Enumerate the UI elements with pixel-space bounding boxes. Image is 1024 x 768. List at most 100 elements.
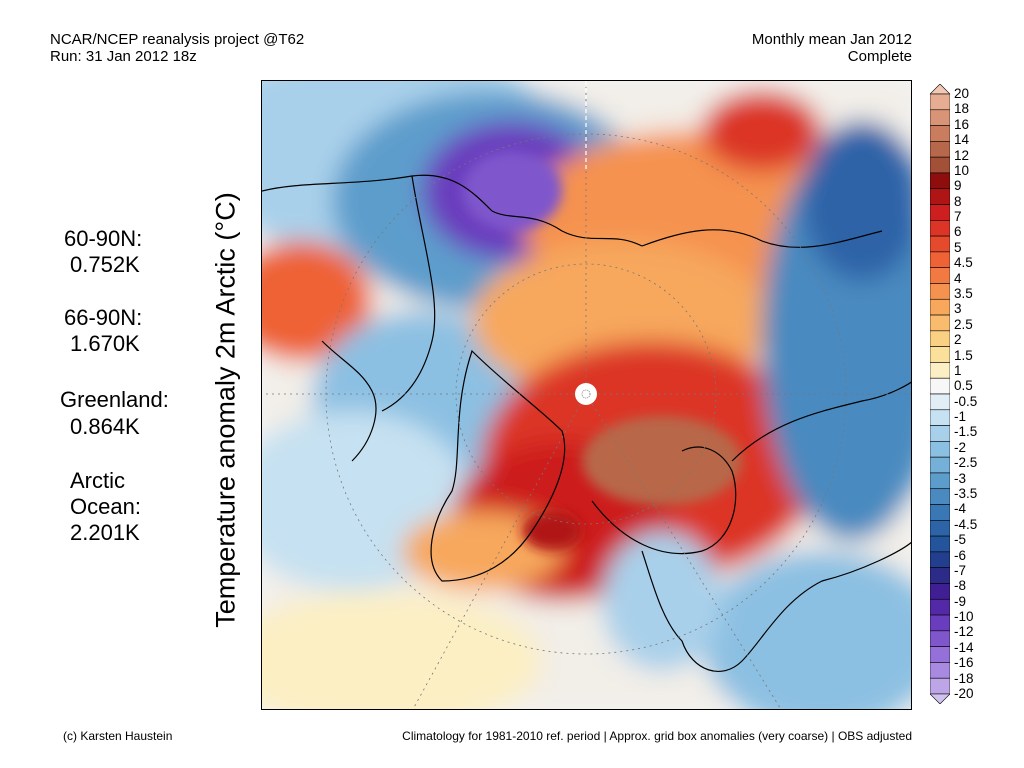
colorbar-band — [930, 235, 950, 253]
colorbar-band — [930, 314, 950, 332]
colorbar-band — [930, 125, 950, 142]
colorbar-band — [930, 93, 950, 111]
colorbar-tick-label: -3.5 — [954, 486, 978, 501]
y-axis-title: Temperature anomaly 2m Arctic (°C) — [210, 192, 241, 628]
colorbar-band — [930, 630, 950, 647]
colorbar-band — [930, 520, 950, 537]
coastlines — [262, 174, 911, 672]
colorbar-tick-label: 1.5 — [954, 347, 973, 363]
colorbar-band — [930, 267, 950, 284]
colorbar-tick-label: -4 — [954, 501, 967, 517]
colorbar-tick-label: -10 — [954, 609, 974, 625]
colorbar-band — [930, 204, 950, 221]
colorbar-band — [930, 425, 950, 442]
colorbar-top-arrow — [930, 84, 950, 95]
colorbar-tick-label: -7 — [954, 562, 967, 578]
colorbar-tick-label: -20 — [954, 686, 974, 701]
colorbar-band — [930, 567, 950, 584]
colorbar-band — [930, 614, 950, 632]
colorbar-tick-label: 9 — [954, 178, 962, 194]
colorbar-band — [930, 472, 950, 490]
colorbar-band — [930, 188, 950, 205]
colorbar-band — [930, 141, 950, 158]
stat-region-arctic-ocean: Arctic Ocean: — [70, 468, 141, 519]
colorbar-band — [930, 156, 950, 174]
colorbar-tick-label: 6 — [954, 224, 962, 240]
north-pole-marker — [575, 383, 597, 405]
colorbar-tick-label: 3 — [954, 301, 962, 317]
colorbar-band — [930, 251, 950, 268]
colorbar-band — [930, 409, 950, 426]
colorbar-band — [930, 488, 950, 505]
colorbar — [930, 84, 950, 704]
colorbar-tick-label: 20 — [954, 86, 970, 101]
colorbar-tick-label: -5 — [954, 532, 967, 548]
credit: (c) Karsten Haustein — [63, 729, 173, 743]
period-label: Monthly mean Jan 2012 — [751, 31, 912, 48]
colorbar-tick-label: -1.5 — [954, 424, 978, 440]
colorbar-band — [930, 330, 950, 347]
run-time: Run: 31 Jan 2012 18z — [50, 48, 197, 65]
colorbar-band — [930, 598, 950, 616]
colorbar-tick-label: 1 — [954, 362, 962, 378]
colorbar-band — [930, 456, 950, 474]
stat-value-greenland: 0.864K — [70, 414, 140, 439]
colorbar-tick-label: 8 — [954, 193, 962, 209]
colorbar-tick-label: -4.5 — [954, 516, 978, 532]
status-label: Complete — [847, 48, 912, 65]
colorbar-tick-label: 0.5 — [954, 378, 973, 394]
colorbar-band — [930, 377, 950, 395]
colorbar-tick-label: -2 — [954, 439, 967, 455]
colorbar-tick-label: 18 — [954, 101, 970, 117]
colorbar-tick-label: -12 — [954, 624, 974, 640]
colorbar-tick-label: -3 — [954, 470, 967, 486]
colorbar-band — [930, 109, 950, 126]
colorbar-tick-label: 3.5 — [954, 286, 973, 301]
colorbar-band — [930, 535, 950, 553]
colorbar-band — [930, 172, 950, 190]
colorbar-tick-label: 4.5 — [954, 255, 973, 271]
colorbar-tick-label: -1 — [954, 409, 967, 425]
colorbar-band — [930, 677, 950, 695]
colorbar-tick-label: 4 — [954, 270, 962, 286]
colorbar-band — [930, 393, 950, 411]
anomaly-field — [262, 81, 911, 709]
colorbar-tick-label: 2.5 — [954, 316, 973, 332]
colorbar-tick-label: 14 — [954, 132, 970, 148]
colorbar-tick-label: 10 — [954, 162, 970, 178]
colorbar-tick-label: -9 — [954, 593, 967, 609]
stat-region-60-90n: 60-90N: — [64, 226, 143, 251]
colorbar-band — [930, 346, 950, 363]
colorbar-tick-label: 7 — [954, 209, 962, 225]
colorbar-tick-label: -14 — [954, 639, 974, 655]
colorbar-band — [930, 362, 950, 379]
stat-value-66-90n: 1.670K — [70, 331, 140, 356]
colorbar-band — [930, 504, 950, 521]
colorbar-tick-label: 16 — [954, 116, 970, 132]
colorbar-band — [930, 441, 950, 458]
colorbar-band — [930, 662, 950, 679]
colorbar-tick-label: -2.5 — [954, 455, 978, 471]
colorbar-tick-label: 12 — [954, 147, 970, 163]
colorbar-band — [930, 298, 950, 316]
colorbar-tick-label: -18 — [954, 670, 974, 686]
colorbar-tick-label: 5 — [954, 239, 962, 255]
data-source: NCAR/NCEP reanalysis project @T62 — [50, 31, 305, 48]
colorbar-bottom-arrow — [930, 693, 950, 704]
stat-region-greenland: Greenland: — [60, 387, 169, 412]
stat-region-66-90n: 66-90N: — [64, 305, 143, 330]
colorbar-tick-label: -8 — [954, 578, 967, 594]
colorbar-band — [930, 283, 950, 300]
colorbar-band — [930, 646, 950, 663]
stat-value-60-90n: 0.752K — [70, 252, 140, 277]
colorbar-tick-label: -0.5 — [954, 393, 978, 409]
colorbar-tick-label: -6 — [954, 547, 967, 563]
colorbar-tick-label: -16 — [954, 655, 974, 671]
footer-note: Climatology for 1981-2010 ref. period | … — [402, 729, 912, 743]
colorbar-band — [930, 551, 950, 568]
colorbar-band — [930, 220, 950, 237]
colorbar-tick-label: 2 — [954, 332, 962, 348]
stat-value-arctic-ocean: 2.201K — [70, 520, 140, 545]
anomaly-map — [261, 80, 912, 710]
colorbar-band — [930, 583, 950, 600]
